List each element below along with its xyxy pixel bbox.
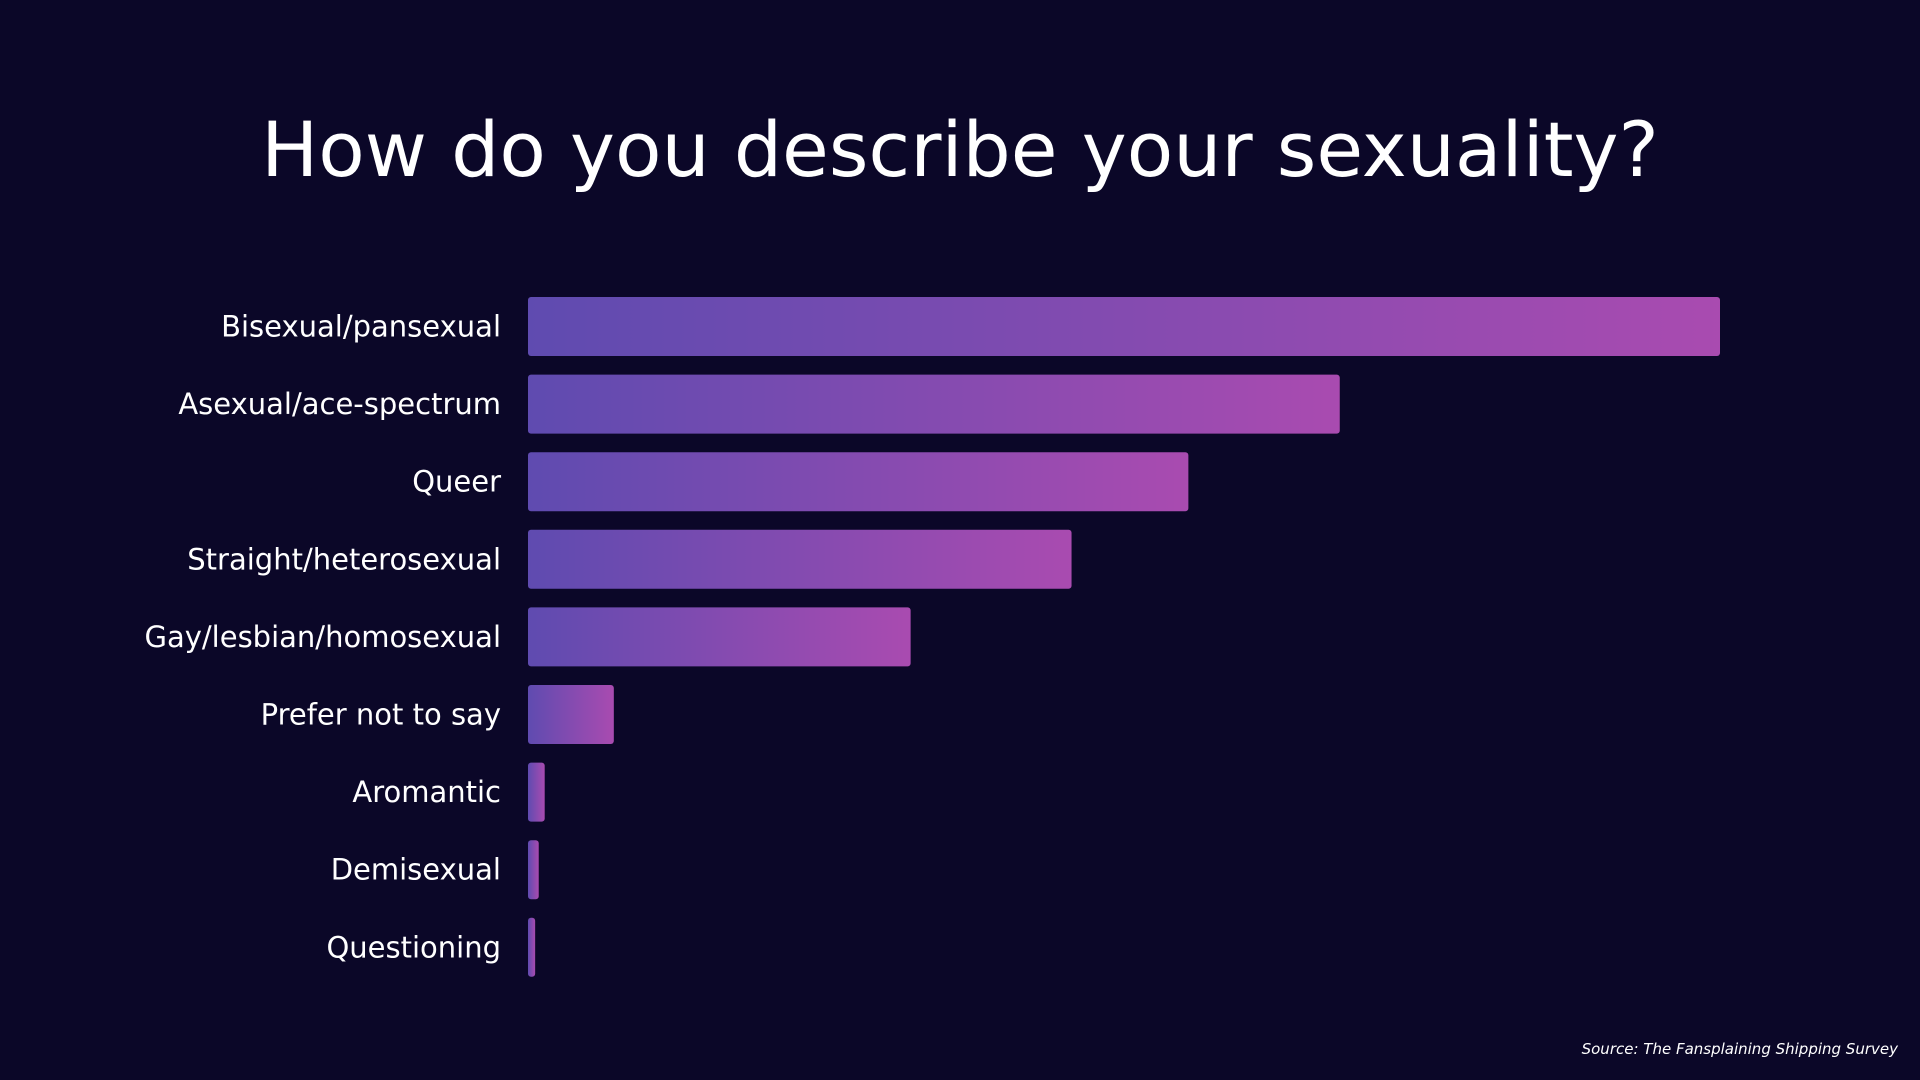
bar-0 bbox=[528, 297, 1720, 356]
category-label: Asexual/ace-spectrum bbox=[178, 387, 501, 421]
category-label: Prefer not to say bbox=[261, 698, 501, 732]
category-label: Aromantic bbox=[352, 775, 501, 809]
category-label: Queer bbox=[412, 465, 501, 499]
bar-5 bbox=[528, 685, 614, 744]
category-label: Straight/heterosexual bbox=[187, 542, 501, 576]
chart-title: How do you describe your sexuality? bbox=[261, 105, 1659, 194]
category-label: Gay/lesbian/homosexual bbox=[145, 620, 502, 654]
bar-2 bbox=[528, 452, 1189, 512]
bar-1 bbox=[528, 374, 1340, 434]
source-note: Source: The Fansplaining Shipping Survey bbox=[1581, 1040, 1898, 1058]
bar-4 bbox=[528, 607, 911, 667]
bar-8 bbox=[528, 917, 536, 977]
category-label: Demisexual bbox=[331, 853, 501, 887]
bar-7 bbox=[528, 840, 539, 900]
category-label: Questioning bbox=[326, 930, 501, 964]
bar-6 bbox=[528, 762, 545, 822]
category-label: Bisexual/pansexual bbox=[221, 310, 501, 344]
bar-3 bbox=[528, 529, 1072, 589]
